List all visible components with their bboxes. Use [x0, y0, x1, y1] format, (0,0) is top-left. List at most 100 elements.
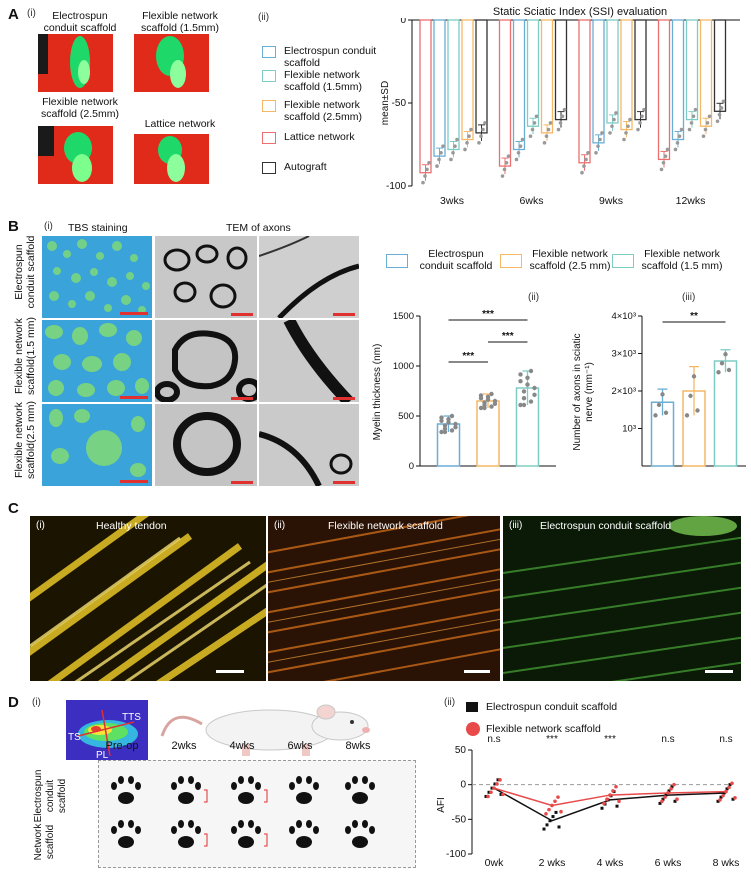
myelin-chart: 0 500 1000 1500 Myelin thickness (nm) *** *** *… [372, 309, 556, 472]
ssi-point-1-0-3 [520, 137, 525, 142]
panel-d-sub-i: (i) [32, 697, 41, 708]
footprint-1-1 [171, 820, 208, 848]
footprint-toe-1-0-2 [128, 820, 134, 828]
d-legend-label-0: Electrospun conduit scaffold [486, 701, 618, 713]
panel-a-label: A [8, 6, 19, 23]
a-legend-swatch-1 [262, 70, 276, 82]
myelin-chart-point-0-9 [453, 425, 458, 430]
myelin-chart-point-2-10 [518, 379, 523, 384]
footprint-pad-0-4 [352, 792, 368, 804]
panel-a-sub-i: (i) [27, 8, 36, 19]
ssi-xlabel-1: 6wks [520, 195, 544, 207]
afi-point-1-1-4 [556, 795, 560, 799]
ssi-point-0-3-3 [427, 160, 431, 165]
afi-point-0-1-1 [545, 823, 549, 827]
ssi-point-2-4-0 [636, 127, 640, 132]
ssi-point-3-0-3 [679, 127, 684, 132]
footprint-toe-0-4-3 [369, 782, 375, 790]
footprint-toe-1-2-3 [255, 826, 261, 834]
ssi-point-3-3-3 [665, 147, 670, 152]
myelin-chart-point-2-8 [528, 368, 534, 374]
afi-sig-4: n.s [719, 734, 732, 745]
ssi-point-3-2-1 [703, 127, 708, 132]
afi-point-1-0-3 [495, 782, 499, 786]
footprint-toe-0-4-2 [362, 776, 368, 784]
footprint-toe-0-0-2 [128, 776, 134, 784]
myelin-chart-point-1-7 [485, 397, 491, 402]
d-pl-label: PL [96, 750, 109, 760]
footprint-toe-0-0-0 [111, 782, 117, 790]
ssi-point-0-1-3 [455, 137, 459, 142]
ssi-ytick-label-2: -100 [386, 181, 406, 192]
myelin-chart-point-0-6 [442, 426, 448, 431]
myelin-chart-point-0-7 [446, 420, 451, 425]
d-timepoint-3: 6wks [287, 740, 313, 752]
footprint-bracket-0-1 [204, 789, 208, 803]
afi-xlabel-3: 6 wks [655, 857, 682, 869]
a-legend-label-4: Autograft [284, 161, 327, 173]
d-timepoint-2: 4wks [229, 740, 255, 752]
b-legend-swatch-2 [612, 254, 634, 268]
myelin-chart-point-2-5 [518, 372, 523, 377]
panel-c-label: C [8, 500, 19, 517]
ssi-ylabel: mean±SD [380, 81, 391, 125]
footprint-toe-0-3-1 [296, 776, 302, 784]
b-legend-label-2: Flexible network scaffold (1.5 mm) [641, 248, 723, 272]
footprint-toe-0-2-3 [255, 782, 261, 790]
ssi-point-3-3-0 [659, 167, 664, 172]
myelin-chart-point-0-3 [449, 428, 455, 433]
ssi-point-3-1-3 [693, 107, 698, 112]
afi-point-0-3-1 [661, 797, 665, 801]
panel-a-sub-ii: (ii) [258, 12, 270, 23]
ssi-point-2-4-3 [642, 107, 646, 112]
footprint-bracket-1-2 [264, 833, 268, 847]
ssi-point-1-2-2 [546, 127, 551, 132]
a-title-1: Electrospun conduit scaffold [43, 10, 117, 34]
afi-point-1-2-3 [611, 789, 615, 793]
c-title-2: Flexible network scaffold [328, 520, 443, 532]
afi-ytick-label-0: 50 [455, 745, 467, 756]
afi-point-1-4-0 [718, 798, 722, 802]
ssi-bar-1-4 [554, 19, 568, 121]
panel-b-sub-i: (i) [44, 221, 53, 232]
ssi-point-0-2-1 [465, 141, 469, 145]
footprint-1-2 [231, 820, 268, 848]
footprint-pad-1-3 [296, 836, 312, 848]
panel-b-sub-iii: (iii) [682, 292, 696, 303]
ssi-point-2-3-1 [582, 164, 586, 168]
b-tem-2a [155, 320, 257, 402]
afi-point-0-3-3 [667, 789, 671, 793]
afi-point-1-1-3 [553, 799, 557, 804]
panel-b-sub-ii: (ii) [528, 292, 540, 303]
afi-sig-1: *** [546, 734, 558, 745]
myelin-chart-point-2-3 [528, 399, 534, 404]
footprint-pad-0-0 [118, 792, 134, 804]
ssi-point-0-4-3 [483, 121, 487, 125]
axon-chart-point-2-1 [719, 361, 725, 366]
d-tts-label: TTS [122, 712, 141, 723]
myelin-chart-point-2-4 [532, 385, 537, 391]
myelin-chart-point-1-11 [482, 405, 487, 411]
footprint-toe-1-2-1 [238, 820, 244, 828]
ssi-point-2-4-2 [640, 114, 644, 119]
afi-point-1-1-2 [550, 803, 554, 808]
footprint-toe-1-3-0 [289, 826, 295, 834]
b-row-3: Flexible network scaffold(2.5 mm) [13, 401, 37, 479]
b-row-2: Flexible network scaffold(1.5 mm) [13, 317, 37, 395]
a-legend-label-3: Lattice network [284, 131, 355, 143]
afi-point-0-4-2 [722, 791, 726, 795]
afi-point-1-3-0 [660, 799, 664, 804]
afi-point-1-3-1 [663, 795, 667, 799]
ssi-point-2-2-3 [628, 117, 632, 122]
ssi-point-3-2-0 [701, 134, 706, 138]
afi-point-1-1-5 [559, 809, 563, 814]
footprints-grid [111, 776, 375, 848]
ssi-bar-3-2 [699, 19, 713, 127]
axon-chart-ytick-label-1: 2×10³ [611, 386, 636, 397]
ssi-point-3-0-2 [677, 134, 682, 138]
afi-point-0-2-5 [615, 804, 619, 808]
ssi-ytick-label-1: -50 [392, 98, 407, 109]
myelin-chart-point-1-3 [489, 404, 494, 409]
afi-point-1-4-3 [727, 785, 731, 790]
d-timepoint-0: Pre-op [105, 740, 139, 752]
